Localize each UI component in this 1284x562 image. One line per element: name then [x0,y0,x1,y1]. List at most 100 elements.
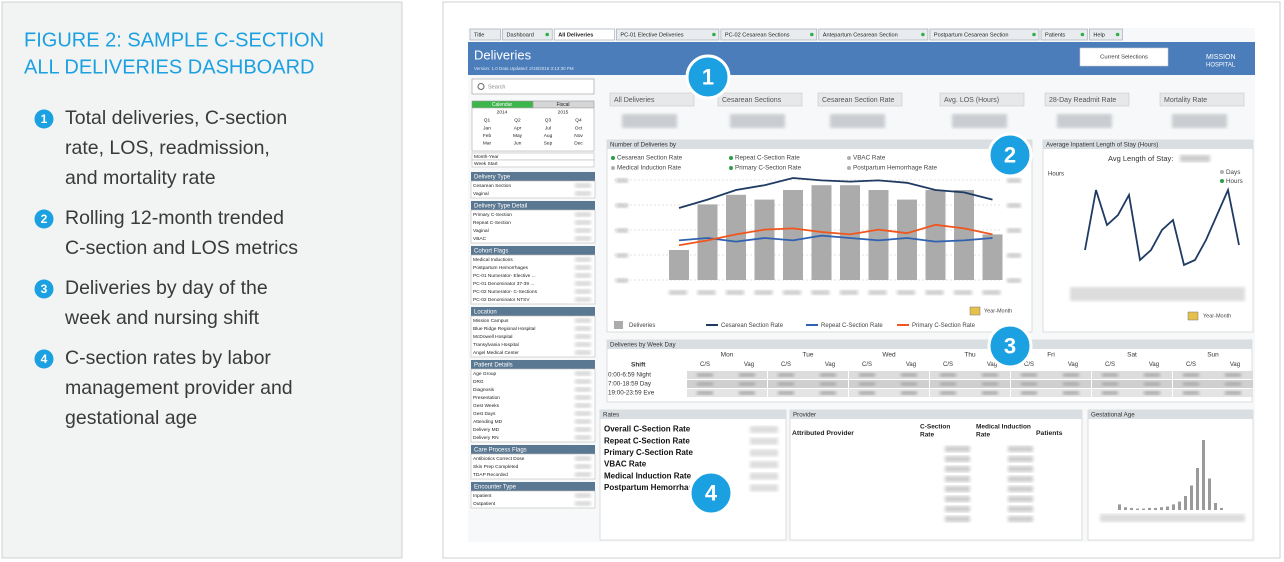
tab[interactable] [929,28,1040,41]
tab[interactable] [553,28,615,41]
list-item: Postpartum Hemorrhages [473,265,529,271]
blurred-value [750,449,778,457]
panel-title-bar [607,140,1032,149]
blurred-x-labels [1070,287,1245,301]
blurred-value [820,373,836,377]
month: Oct [575,125,583,131]
tab-label: Help [1093,32,1105,38]
blurred-value [1225,373,1241,377]
blurred-value [901,391,917,395]
list-item: Vaginal [473,228,489,234]
blurred-value [1008,446,1033,452]
search-placeholder: Search [488,84,505,90]
day-header: Sat [1127,352,1137,359]
blurred-value [575,387,591,392]
item-text: gestational age [65,407,197,429]
list-item: Mission Campus [473,318,509,324]
bullet-number: 3 [41,282,48,296]
list-item: PC-01 Denominator 37-39 ... [473,281,534,287]
tab[interactable] [502,28,553,41]
histogram-bar [1172,504,1175,510]
column-header: Patients [1036,430,1063,437]
kpi-label-box [1044,92,1130,107]
callout-number: 4 [705,480,718,505]
list-item: PC-01 Numerator- Elective ... [473,273,536,279]
tab[interactable] [469,28,501,41]
heat-cell [768,371,848,379]
panel-title-bar [607,340,1252,349]
blurred-value [945,516,970,522]
histogram-bar [1190,485,1193,510]
blurred-tick [616,203,628,208]
month: Jun [514,140,522,146]
blurred-value [1225,391,1241,395]
los-line [1084,187,1240,267]
column-header: C/S [862,362,872,368]
item-text: rate, LOS, readmission, [65,137,270,159]
tab[interactable] [720,28,818,41]
month: Apr [514,125,522,131]
day-header: Fri [1047,352,1055,359]
bar [868,190,889,280]
figure-title: ALL DELIVERIES DASHBOARD [24,56,314,78]
rate-label: Overall C-Section Rate [604,425,691,434]
column-header: Shift [631,362,646,369]
legend-label: Primary C-Section Rate [735,165,802,172]
figure-title: FIGURE 2: SAMPLE C-SECTION [24,29,324,51]
tab-label: All Deliveries [558,32,593,38]
heat-cell [1092,389,1172,397]
blurred-value [575,191,591,196]
month: Jan [483,125,491,131]
blurred-value [575,403,591,408]
histogram-bar [1130,507,1133,510]
caption-panel [1,1,403,559]
legend-dot [729,166,733,170]
blurred-value [575,273,591,278]
tab[interactable] [616,28,720,41]
section-title: Care Process Flags [474,447,527,453]
tab-status [921,32,925,37]
blurred-value [1008,496,1033,502]
callout-number: 2 [1004,142,1016,167]
blurred-value [575,228,591,233]
field [471,159,595,168]
blurred-value [778,373,794,377]
quarter: Q4 [575,117,582,123]
search-box[interactable] [471,78,595,95]
legend-label: Repeat C-Section Rate [735,155,800,162]
panel-title: Rates [603,411,619,418]
column-header: C/S [781,362,791,368]
selections-button[interactable] [1079,47,1169,67]
histogram-bar [1148,507,1151,510]
item-text: Total deliveries, C-section [65,107,287,129]
heat-cell [1173,371,1253,379]
blurred-value [575,395,591,400]
tab[interactable] [818,28,929,41]
tab[interactable] [1089,28,1123,41]
histogram-bar [1136,508,1139,510]
list-item: Repeat C-Section [473,220,511,226]
day-header: Thu [964,352,976,359]
histogram-bar [1118,504,1121,510]
legend-dot [1220,170,1224,174]
blurred-value [901,373,917,377]
blurred-tick [1007,228,1021,233]
heat-cell [1092,371,1172,379]
tab[interactable] [1040,28,1088,41]
list-item: Delivery MD [473,427,500,433]
histogram-bar [1166,506,1169,510]
blurred-value [945,456,970,462]
legend-label: Hours [1226,178,1243,185]
chart-subtitle: Avg Length of Stay: [1108,154,1173,163]
section-list [470,490,596,509]
list-item: TDAP Recorded [473,472,508,478]
blurred-x-label [897,290,915,295]
section-list [470,254,596,305]
heat-cell [849,371,929,379]
blurred-value [859,373,875,377]
kpi-label: Avg. LOS (Hours) [944,97,999,104]
list-item: Primary C-Section [473,212,512,218]
blurred-value [982,373,998,377]
blurred-x-label [754,290,773,295]
